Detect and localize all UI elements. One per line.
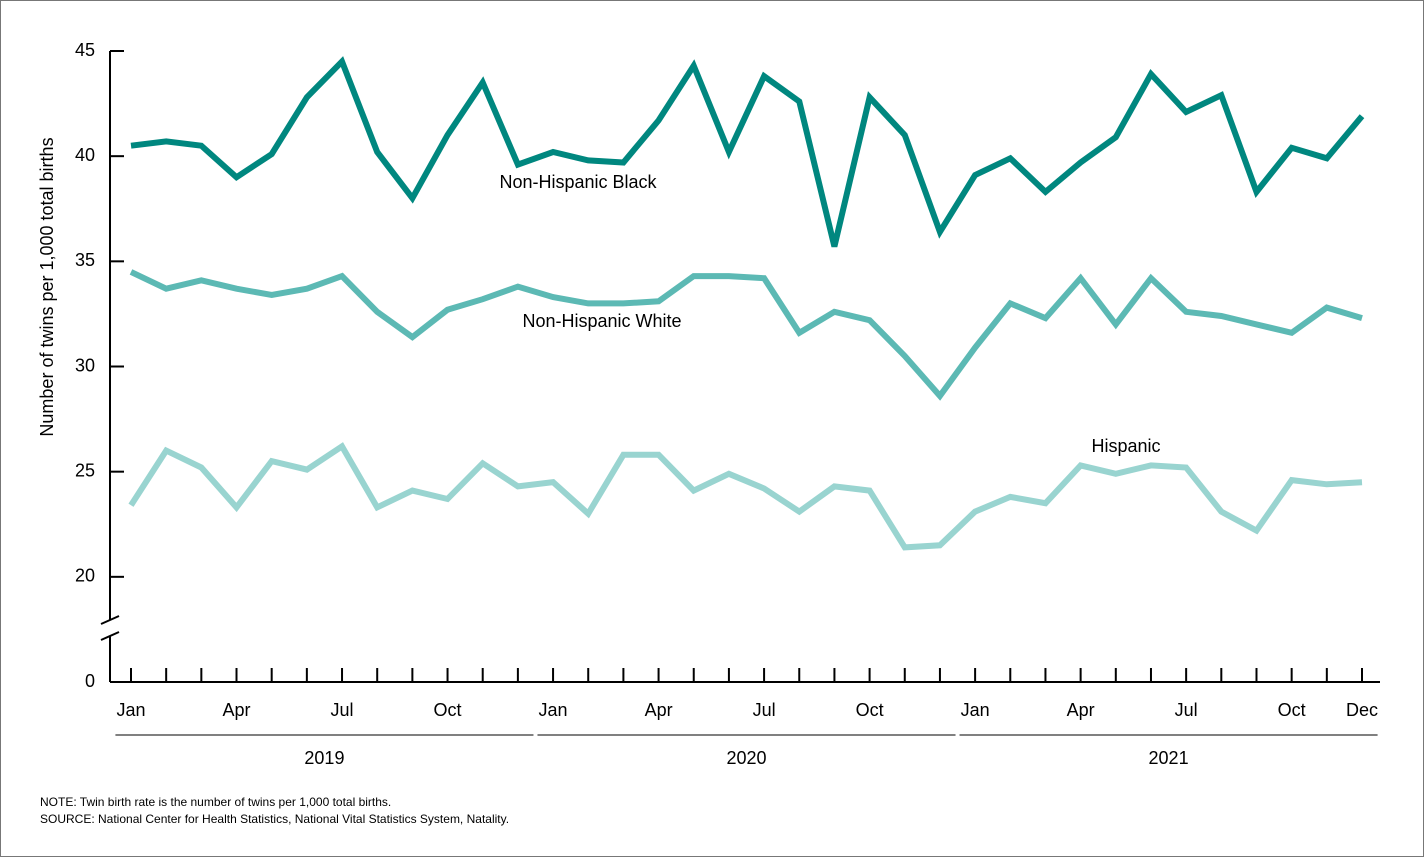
x-tick-label: Jul [331, 700, 354, 720]
axis-break [100, 631, 120, 641]
x-tick-label: Apr [223, 700, 251, 720]
y-tick-label: 25 [75, 460, 95, 480]
group-label: 2019 [304, 748, 344, 768]
x-tick-label: Dec [1346, 700, 1378, 720]
y-tick-label: 0 [85, 671, 95, 691]
y-tick-label: 40 [75, 145, 95, 165]
series-line [130, 56, 1365, 248]
x-tick-label: Oct [434, 700, 462, 720]
x-tick-label: Oct [1278, 700, 1306, 720]
x-tick-label: Apr [645, 700, 673, 720]
axis-break [100, 615, 120, 625]
x-tick-label: Jul [753, 700, 776, 720]
series-line [128, 442, 1363, 551]
note: NOTE: Twin birth rate is the number of t… [40, 795, 391, 809]
x-tick-label: Oct [856, 700, 884, 720]
group-label: 2021 [1149, 748, 1189, 768]
series-line [129, 269, 1363, 401]
x-tick-label: Jan [116, 700, 145, 720]
y-tick-label: 35 [75, 250, 95, 270]
series-label: Hispanic [1091, 436, 1160, 456]
y-tick-label: 30 [75, 355, 95, 375]
series-label: Non-Hispanic White [522, 311, 681, 331]
x-tick-label: Jan [961, 700, 990, 720]
y-tick-label: 20 [75, 566, 95, 586]
series-label: Non-Hispanic Black [499, 172, 657, 192]
x-tick-label: Jul [1175, 700, 1198, 720]
x-tick-label: Jan [539, 700, 568, 720]
source: SOURCE: National Center for Health Stati… [40, 812, 509, 826]
x-tick-label: Apr [1067, 700, 1095, 720]
group-label: 2020 [726, 748, 766, 768]
y-axis-label: Number of twins per 1,000 total births [37, 137, 57, 436]
y-tick-label: 45 [75, 40, 95, 60]
